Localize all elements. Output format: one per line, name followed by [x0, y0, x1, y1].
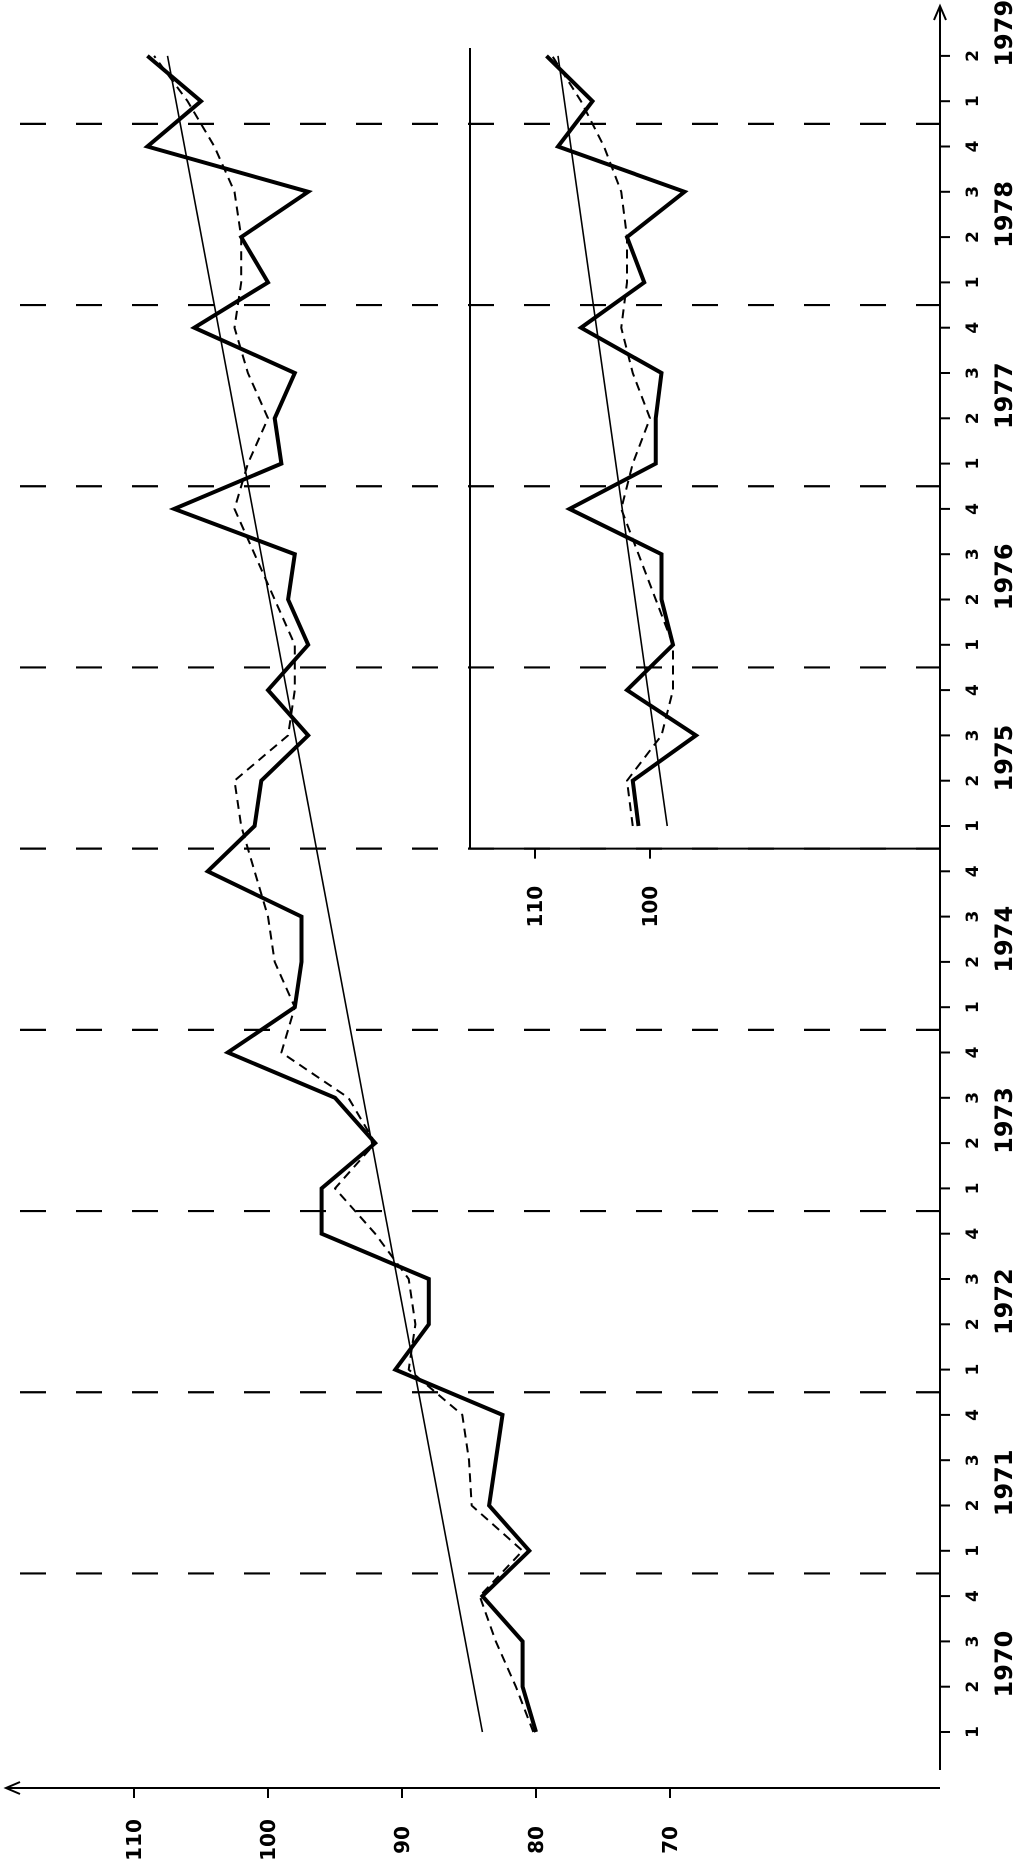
year-label: 1970	[990, 1631, 1018, 1698]
quarter-tick-label: 1	[963, 1545, 983, 1557]
quarter-tick-label: 4	[963, 1228, 983, 1240]
quarter-tick-label: 3	[963, 729, 983, 741]
y-tick-label: 110	[122, 1819, 146, 1861]
year-label: 1978	[990, 181, 1018, 248]
inset-trend-series	[557, 55, 669, 827]
y-tick-label: 90	[390, 1826, 414, 1854]
quarter-tick-label: 2	[963, 1318, 983, 1330]
quarter-tick-label: 2	[963, 50, 983, 62]
inset-y-tick-label: 100	[638, 886, 662, 928]
quarter-tick-label: 3	[963, 1273, 983, 1285]
quarter-tick-label: 3	[963, 1454, 983, 1466]
quarter-tick-label: 2	[963, 231, 983, 243]
inset-dashed-series	[551, 55, 674, 827]
quarter-tick-label: 3	[963, 1092, 983, 1104]
value-axis-arrow	[3, 1781, 21, 1795]
quarter-tick-label: 2	[963, 775, 983, 787]
year-label: 1979	[990, 0, 1018, 67]
year-label: 1973	[990, 1087, 1018, 1154]
main-trend-series	[166, 55, 484, 1733]
quarter-tick-label: 2	[963, 1137, 983, 1149]
main-dashed-series	[153, 55, 535, 1733]
quarter-tick-label: 4	[963, 684, 983, 696]
year-label: 1977	[990, 362, 1018, 429]
quarter-tick-label: 4	[963, 1590, 983, 1602]
time-axis-arrow	[933, 3, 947, 21]
quarter-tick-label: 2	[963, 594, 983, 606]
quarter-tick-label: 1	[963, 95, 983, 107]
main-solid-bold-series	[143, 54, 538, 1733]
year-label: 1974	[990, 906, 1018, 973]
quarter-tick-label: 4	[963, 140, 983, 152]
quarter-tick-label: 1	[963, 276, 983, 288]
quarter-tick-label: 3	[963, 548, 983, 560]
y-tick-label: 70	[658, 1826, 682, 1854]
quarter-tick-label: 4	[963, 503, 983, 515]
quarter-tick-label: 4	[963, 865, 983, 877]
quarter-tick-label: 3	[963, 367, 983, 379]
year-label: 1975	[990, 725, 1018, 792]
inset-solid-bold-series	[545, 54, 700, 827]
quarter-tick-label: 1	[963, 458, 983, 470]
quarter-tick-label: 2	[963, 1681, 983, 1693]
quarter-tick-label: 4	[963, 1409, 983, 1421]
quarter-tick-label: 1	[963, 639, 983, 651]
quarter-tick-label: 1	[963, 1001, 983, 1013]
quarter-tick-label: 1	[963, 1726, 983, 1738]
quarter-tick-label: 4	[963, 322, 983, 334]
year-label: 1971	[990, 1449, 1018, 1516]
quarter-tick-label: 2	[963, 956, 983, 968]
quarter-tick-label: 3	[963, 186, 983, 198]
y-tick-label: 100	[256, 1819, 280, 1861]
quarter-tick-label: 2	[963, 1500, 983, 1512]
year-label: 1976	[990, 543, 1018, 610]
quarter-tick-label: 1	[963, 820, 983, 832]
inset-y-tick-label: 110	[523, 886, 547, 928]
quarter-tick-label: 3	[963, 911, 983, 923]
y-tick-label: 80	[524, 1826, 548, 1854]
quarter-tick-label: 4	[963, 1046, 983, 1058]
quarter-tick-label: 1	[963, 1182, 983, 1194]
quarter-tick-label: 3	[963, 1635, 983, 1647]
quarter-tick-label: 2	[963, 412, 983, 424]
year-label: 1972	[990, 1268, 1018, 1335]
quarter-tick-label: 1	[963, 1364, 983, 1376]
